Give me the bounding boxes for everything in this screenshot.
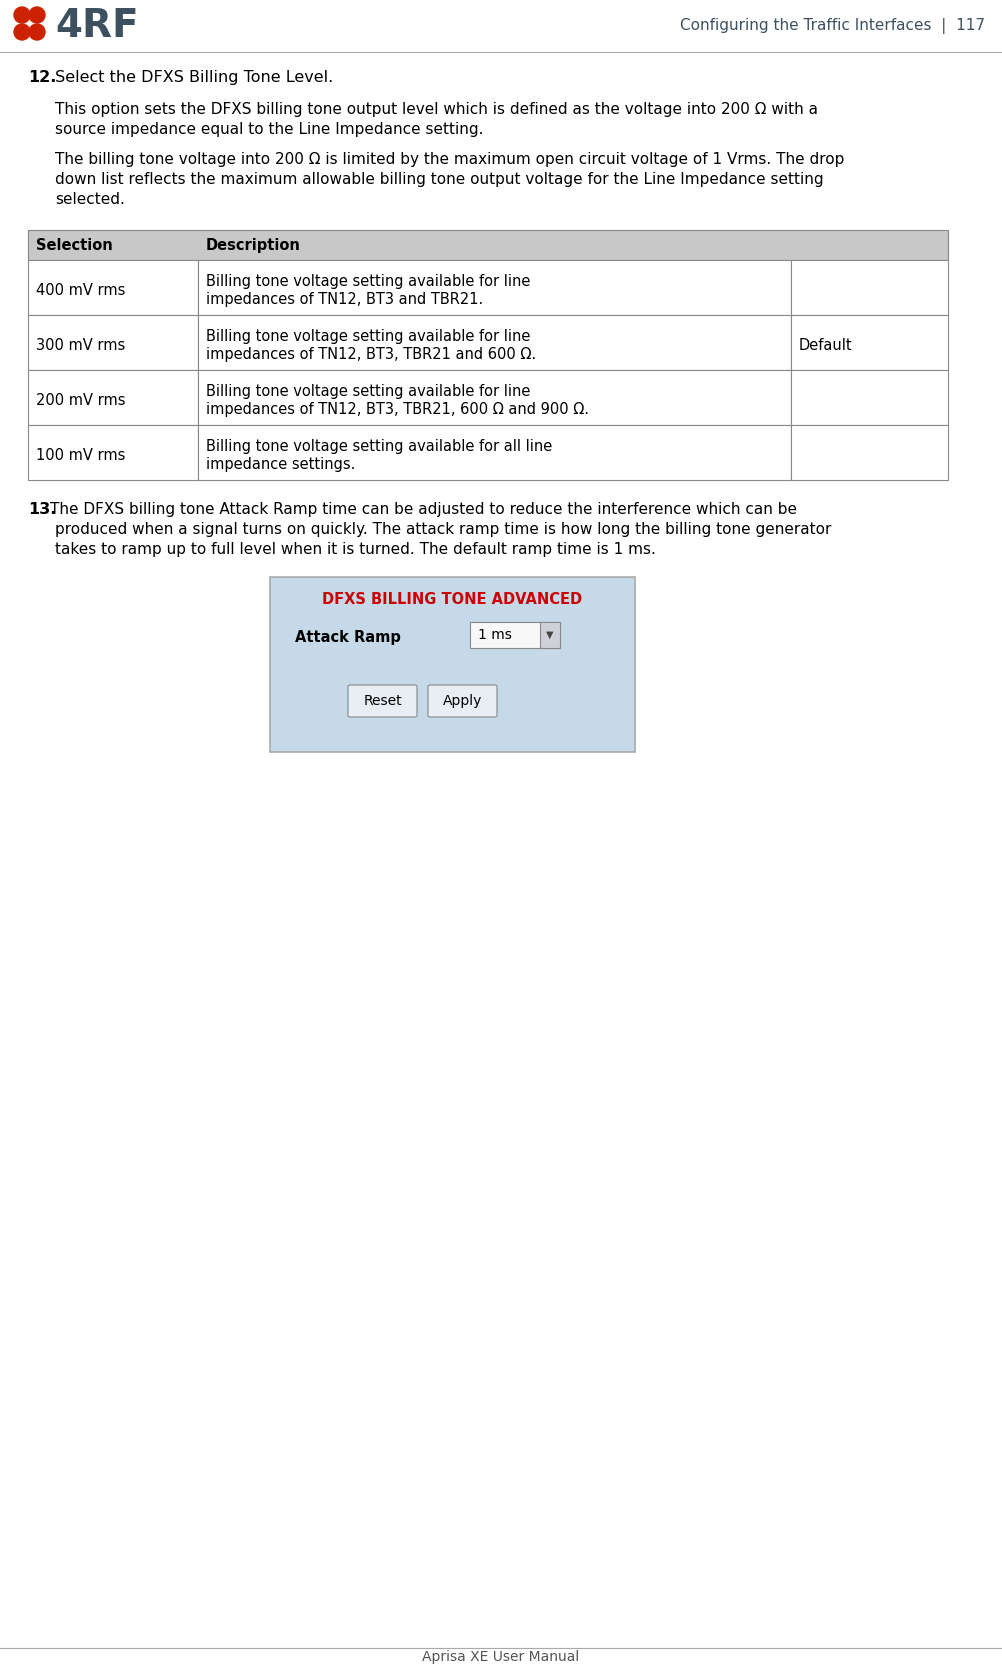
Text: Default: Default	[799, 337, 853, 352]
Bar	[791, 315, 948, 370]
Bar	[28, 425, 198, 480]
Text: Billing tone voltage setting available for line: Billing tone voltage setting available f…	[206, 273, 530, 288]
Text: Selection: Selection	[36, 237, 113, 252]
Bar	[28, 370, 198, 425]
Text: takes to ramp up to full level when it is turned. The default ramp time is 1 ms.: takes to ramp up to full level when it i…	[55, 542, 656, 557]
Text: 100 mV rms: 100 mV rms	[36, 447, 125, 462]
Circle shape	[29, 7, 45, 23]
Text: Billing tone voltage setting available for line: Billing tone voltage setting available f…	[206, 328, 530, 343]
Text: DFXS BILLING TONE ADVANCED: DFXS BILLING TONE ADVANCED	[323, 592, 582, 607]
FancyBboxPatch shape	[348, 685, 417, 717]
Text: 400 mV rms: 400 mV rms	[36, 282, 125, 297]
Bar	[198, 425, 791, 480]
Bar	[791, 425, 948, 480]
Circle shape	[14, 23, 30, 40]
Text: Apply: Apply	[443, 693, 482, 708]
Text: Billing tone voltage setting available for all line: Billing tone voltage setting available f…	[206, 438, 552, 453]
Bar	[28, 315, 198, 370]
Text: 300 mV rms: 300 mV rms	[36, 337, 125, 352]
Bar	[198, 370, 791, 425]
Bar	[198, 260, 791, 315]
Circle shape	[14, 7, 30, 23]
Text: Attack Ramp: Attack Ramp	[295, 630, 401, 645]
Bar	[198, 315, 791, 370]
Text: 13.: 13.	[28, 502, 56, 517]
Bar	[28, 260, 198, 315]
Text: 12.: 12.	[28, 70, 56, 85]
Text: impedances of TN12, BT3, TBR21, 600 Ω and 900 Ω.: impedances of TN12, BT3, TBR21, 600 Ω an…	[206, 402, 589, 417]
Text: ▼: ▼	[546, 630, 554, 640]
Text: impedance settings.: impedance settings.	[206, 457, 356, 472]
Text: The DFXS billing tone Attack Ramp time can be adjusted to reduce the interferenc: The DFXS billing tone Attack Ramp time c…	[50, 502, 797, 517]
Bar	[28, 230, 948, 260]
Text: 1 ms: 1 ms	[478, 628, 512, 642]
Text: Billing tone voltage setting available for line: Billing tone voltage setting available f…	[206, 383, 530, 398]
Text: impedances of TN12, BT3, TBR21 and 600 Ω.: impedances of TN12, BT3, TBR21 and 600 Ω…	[206, 347, 536, 362]
Text: produced when a signal turns on quickly. The attack ramp time is how long the bi: produced when a signal turns on quickly.…	[55, 522, 832, 537]
Text: Reset: Reset	[363, 693, 402, 708]
Text: This option sets the DFXS billing tone output level which is defined as the volt: This option sets the DFXS billing tone o…	[55, 102, 818, 117]
Bar	[470, 622, 560, 648]
Text: source impedance equal to the Line Impedance setting.: source impedance equal to the Line Imped…	[55, 122, 484, 137]
FancyBboxPatch shape	[428, 685, 497, 717]
Text: selected.: selected.	[55, 192, 125, 207]
Bar	[791, 370, 948, 425]
Bar	[540, 622, 560, 648]
Text: 4RF: 4RF	[55, 7, 138, 45]
Text: Select the DFXS Billing Tone Level.: Select the DFXS Billing Tone Level.	[50, 70, 334, 85]
Circle shape	[29, 23, 45, 40]
Text: impedances of TN12, BT3 and TBR21.: impedances of TN12, BT3 and TBR21.	[206, 292, 483, 307]
Text: Aprisa XE User Manual: Aprisa XE User Manual	[423, 1650, 579, 1664]
Text: The billing tone voltage into 200 Ω is limited by the maximum open circuit volta: The billing tone voltage into 200 Ω is l…	[55, 152, 845, 167]
Text: Description: Description	[206, 237, 301, 252]
Text: Configuring the Traffic Interfaces  |  117: Configuring the Traffic Interfaces | 117	[680, 18, 985, 33]
Text: down list reflects the maximum allowable billing tone output voltage for the Lin: down list reflects the maximum allowable…	[55, 172, 824, 187]
Bar	[791, 260, 948, 315]
Text: 200 mV rms: 200 mV rms	[36, 392, 125, 407]
Bar	[270, 577, 635, 752]
